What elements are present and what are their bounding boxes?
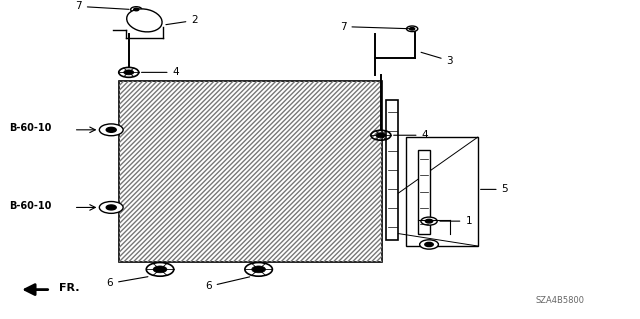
Circle shape (153, 266, 167, 273)
Circle shape (106, 127, 116, 132)
Text: 5: 5 (481, 184, 508, 194)
Ellipse shape (127, 9, 162, 32)
Bar (120, 81, 382, 262)
Text: 4: 4 (394, 130, 428, 140)
Circle shape (131, 7, 142, 12)
Circle shape (425, 242, 433, 247)
Text: B-60-10: B-60-10 (10, 201, 52, 211)
Text: SZA4B5800: SZA4B5800 (536, 296, 585, 305)
Bar (419, 150, 429, 234)
Circle shape (410, 27, 415, 30)
Text: 1: 1 (440, 216, 472, 226)
Bar (386, 100, 398, 240)
Text: 7: 7 (340, 22, 410, 32)
Circle shape (99, 202, 123, 213)
Circle shape (99, 124, 123, 136)
Bar (120, 81, 382, 262)
Text: FR.: FR. (59, 283, 79, 293)
Text: B-60-10: B-60-10 (10, 123, 52, 133)
Circle shape (420, 240, 438, 249)
Bar (406, 137, 478, 246)
Circle shape (376, 133, 386, 138)
Text: 6: 6 (106, 277, 148, 288)
Circle shape (406, 26, 418, 32)
Circle shape (124, 70, 134, 75)
Text: 2: 2 (166, 15, 198, 26)
Circle shape (421, 217, 437, 225)
Text: 4: 4 (141, 67, 179, 78)
Text: 6: 6 (205, 277, 250, 292)
Circle shape (252, 266, 266, 273)
Text: 7: 7 (76, 1, 129, 11)
Text: 3: 3 (421, 52, 453, 66)
Circle shape (134, 8, 139, 11)
Circle shape (106, 205, 116, 210)
Circle shape (426, 219, 433, 223)
